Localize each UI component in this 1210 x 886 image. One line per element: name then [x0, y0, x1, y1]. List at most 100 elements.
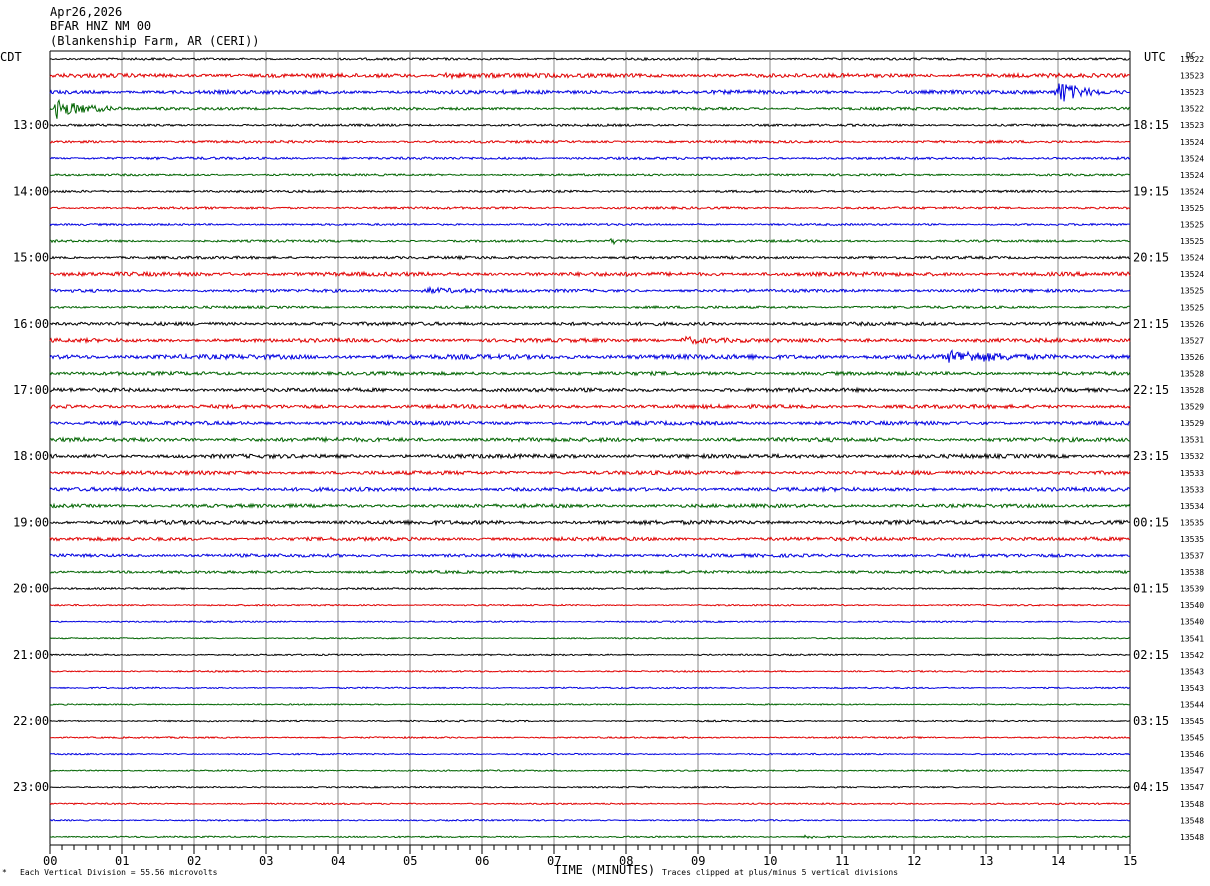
dc-offset-label: 13547 [1180, 767, 1204, 776]
trace-line [49, 270, 1131, 278]
trace-line [49, 452, 1131, 460]
dc-offset-label: 13548 [1180, 800, 1204, 809]
trace-line [49, 335, 1131, 345]
x-tick-label: 04 [331, 854, 345, 868]
trace-line [49, 419, 1131, 427]
dc-offset-label: 13526 [1180, 320, 1204, 329]
dc-offset-label: 13524 [1180, 187, 1204, 196]
date-label: Apr26,2026 [50, 5, 122, 19]
trace-line [49, 818, 1131, 822]
trace-line [49, 123, 1131, 128]
dc-offset-label: 13548 [1180, 833, 1204, 842]
x-tick-label: 15 [1123, 854, 1137, 868]
x-tick-label: 14 [1051, 854, 1065, 868]
dc-offset-label: 13537 [1180, 552, 1204, 561]
utc-hour-label: 03:15 [1133, 714, 1169, 728]
dc-offset-label: 13524 [1180, 254, 1204, 263]
trace-line [49, 71, 1131, 80]
trace-line [49, 485, 1131, 493]
minute-gridlines [49, 50, 1131, 845]
cdt-hour-label: 23:00 [13, 780, 49, 794]
trace-line [49, 386, 1131, 394]
dc-offset-label: 13533 [1180, 469, 1204, 478]
x-tick-label: 13 [979, 854, 993, 868]
right-timezone-label: UTC [1144, 50, 1166, 64]
x-tick-label: 08 [619, 854, 633, 868]
cdt-hour-labels: 13:00 14:00 15:00 16:00 17:00 18:00 19:00 20:00… [13, 118, 49, 794]
trace-line [49, 403, 1131, 411]
dc-offset-label: 13532 [1180, 452, 1204, 461]
trace-line [49, 254, 1131, 261]
trace-line [49, 173, 1131, 177]
utc-hour-label: 20:15 [1133, 251, 1169, 265]
dc-offset-label: 13533 [1180, 485, 1204, 494]
dc-offset-label: 13526 [1180, 353, 1204, 362]
dc-offset-label: 13548 [1180, 816, 1204, 825]
trace-line [49, 802, 1131, 806]
trace-line [49, 189, 1130, 194]
x-tick-label: 06 [475, 854, 489, 868]
x-axis-title: TIME (MINUTES) [554, 863, 655, 877]
trace-line [49, 535, 1131, 543]
x-tick-label: 12 [907, 854, 921, 868]
dc-offset-label: 13525 [1180, 221, 1204, 230]
clip-note: Traces clipped at plus/minus 5 vertical … [662, 868, 898, 877]
trace-line [49, 703, 1131, 706]
cdt-hour-label: 21:00 [13, 648, 49, 662]
dc-offset-label: 13527 [1180, 336, 1204, 345]
trace-line [49, 636, 1131, 640]
trace-line [49, 752, 1130, 756]
trace-line [49, 785, 1131, 789]
trace-line [50, 669, 1131, 673]
dc-offset-label: 13524 [1180, 171, 1204, 180]
trace-line [49, 98, 1131, 119]
dc-offset-label: 13523 [1180, 72, 1204, 81]
dc-offset-label: 13538 [1180, 568, 1204, 577]
utc-hour-label: 23:15 [1133, 449, 1169, 463]
dc-offset-label: 13535 [1180, 518, 1204, 527]
dc-offset-label: 13529 [1180, 403, 1204, 412]
trace-line [49, 205, 1131, 211]
scale-note-icon: * [2, 868, 7, 877]
dc-offset-label: 13523 [1180, 88, 1204, 97]
station-label: BFAR HNZ NM 00 [50, 19, 151, 33]
x-tick-label: 07 [547, 854, 561, 868]
trace-line [49, 769, 1131, 773]
trace-line [49, 222, 1131, 227]
dc-offset-label: 13524 [1180, 154, 1204, 163]
dc-offset-label: 13545 [1180, 734, 1204, 743]
trace-line [49, 56, 1131, 62]
dc-offset-label: 13541 [1180, 634, 1204, 643]
trace-line [49, 552, 1130, 559]
trace-line [49, 735, 1131, 740]
trace-line [49, 435, 1131, 444]
trace-line [49, 349, 1131, 363]
utc-hour-labels: 18:15 19:15 20:15 21:15 22:15 23:15 00:15 01:15… [1133, 118, 1169, 794]
dc-offset-header: DC [1186, 51, 1196, 60]
dc-offset-labels: 13522 13523 13523 13522 13523 13524 13524 13524… [1180, 55, 1204, 842]
trace-line [49, 139, 1131, 145]
cdt-hour-label: 15:00 [13, 251, 49, 265]
trace-line [49, 370, 1131, 377]
trace-line [49, 653, 1131, 657]
seismic-traces [49, 56, 1131, 840]
dc-offset-label: 13543 [1180, 684, 1204, 693]
trace-line [49, 834, 1131, 840]
trace-line [49, 237, 1131, 246]
utc-hour-label: 18:15 [1133, 118, 1169, 132]
x-tick-label: 10 [763, 854, 777, 868]
dc-offset-label: 13525 [1180, 287, 1204, 296]
x-tick-label: 09 [691, 854, 705, 868]
trace-line [49, 83, 1130, 102]
dc-offset-label: 13522 [1180, 105, 1204, 114]
trace-line [49, 285, 1131, 295]
x-tick-label: 01 [115, 854, 129, 868]
cdt-hour-label: 19:00 [13, 515, 49, 529]
dc-offset-label: 13524 [1180, 270, 1204, 279]
dc-offset-label: 13543 [1180, 667, 1204, 676]
dc-offset-label: 13524 [1180, 138, 1204, 147]
left-timezone-label: CDT [0, 50, 22, 64]
dc-offset-label: 13523 [1180, 121, 1204, 130]
dc-offset-label: 13531 [1180, 436, 1204, 445]
